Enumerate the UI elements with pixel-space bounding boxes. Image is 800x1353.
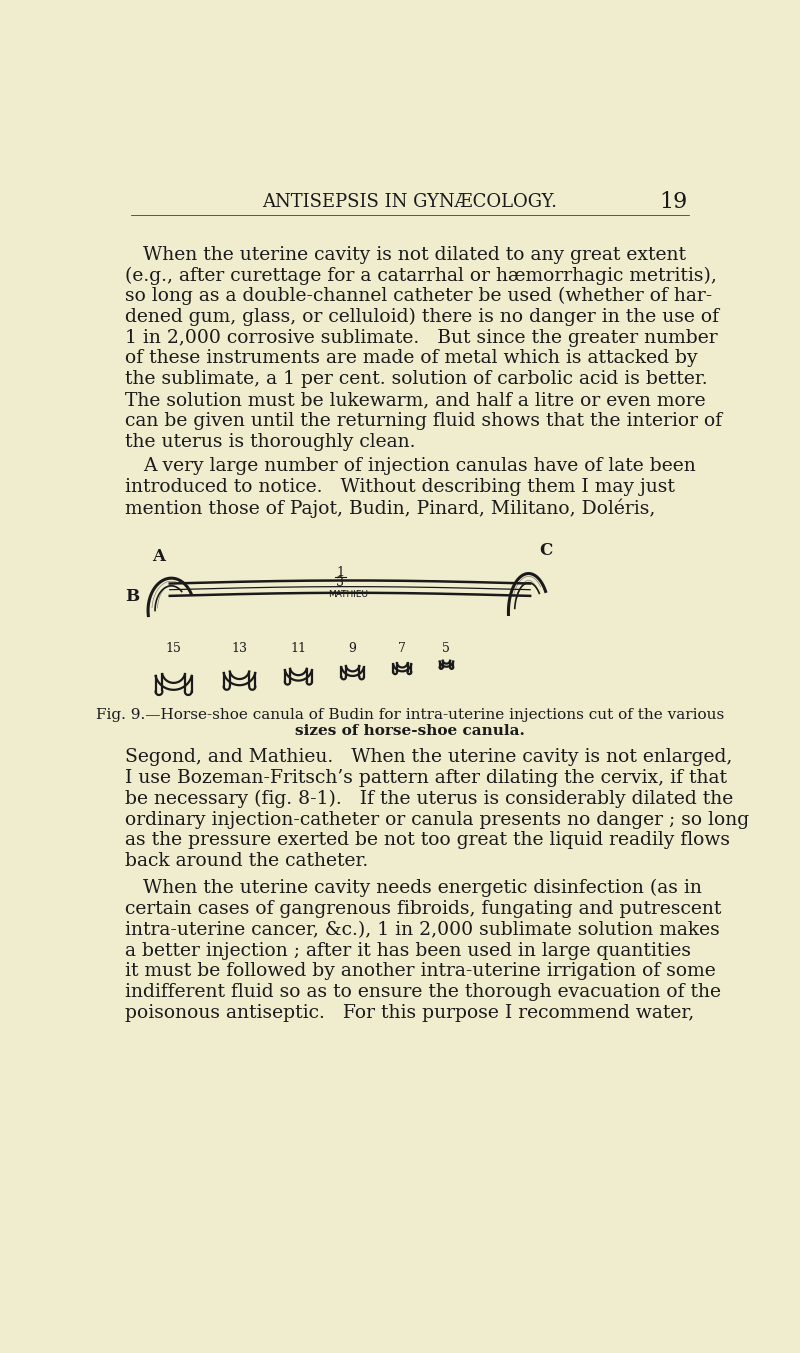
Text: Segond, and Mathieu.   When the uterine cavity is not enlarged,: Segond, and Mathieu. When the uterine ca…: [125, 748, 732, 766]
Text: C: C: [539, 543, 552, 559]
Text: (e.g., after curettage for a catarrhal or hæmorrhagic metritis),: (e.g., after curettage for a catarrhal o…: [125, 267, 717, 284]
Text: 3: 3: [336, 576, 344, 590]
Text: it must be followed by another intra-uterine irrigation of some: it must be followed by another intra-ute…: [125, 962, 715, 981]
Text: 19: 19: [659, 191, 688, 214]
Text: When the uterine cavity is not dilated to any great extent: When the uterine cavity is not dilated t…: [142, 245, 686, 264]
Text: indifferent fluid so as to ensure the thorough evacuation of the: indifferent fluid so as to ensure the th…: [125, 984, 721, 1001]
Text: mention those of Pajot, Budin, Pinard, Militano, Doléris,: mention those of Pajot, Budin, Pinard, M…: [125, 499, 655, 518]
Text: dened gum, glass, or celluloid) there is no danger in the use of: dened gum, glass, or celluloid) there is…: [125, 308, 718, 326]
Text: ordinary injection-catheter or canula presents no danger ; so long: ordinary injection-catheter or canula pr…: [125, 810, 749, 828]
Text: back around the catheter.: back around the catheter.: [125, 852, 368, 870]
Text: of these instruments are made of metal which is attacked by: of these instruments are made of metal w…: [125, 349, 698, 368]
Text: introduced to notice.   Without describing them I may just: introduced to notice. Without describing…: [125, 478, 674, 497]
Text: intra-uterine cancer, &c.), 1 in 2,000 sublimate solution makes: intra-uterine cancer, &c.), 1 in 2,000 s…: [125, 921, 719, 939]
Text: the uterus is thoroughly clean.: the uterus is thoroughly clean.: [125, 433, 415, 451]
Text: A: A: [152, 548, 165, 566]
Text: poisonous antiseptic.   For this purpose I recommend water,: poisonous antiseptic. For this purpose I…: [125, 1004, 694, 1022]
Text: A very large number of injection canulas have of late been: A very large number of injection canulas…: [142, 457, 695, 475]
Text: The solution must be lukewarm, and half a litre or even more: The solution must be lukewarm, and half …: [125, 391, 706, 409]
Text: 7: 7: [398, 641, 406, 655]
Text: sizes of horse-shoe canula.: sizes of horse-shoe canula.: [295, 724, 525, 737]
Text: MATHIEU: MATHIEU: [328, 590, 368, 599]
Text: be necessary (fig. 8-1).   If the uterus is considerably dilated the: be necessary (fig. 8-1). If the uterus i…: [125, 790, 733, 808]
Text: 1 in 2,000 corrosive sublimate.   But since the greater number: 1 in 2,000 corrosive sublimate. But sinc…: [125, 329, 718, 346]
Text: 9: 9: [349, 641, 357, 655]
Text: I use Bozeman-Fritsch’s pattern after dilating the cervix, if that: I use Bozeman-Fritsch’s pattern after di…: [125, 769, 726, 787]
Text: the sublimate, a 1 per cent. solution of carbolic acid is better.: the sublimate, a 1 per cent. solution of…: [125, 371, 707, 388]
Text: ANTISEPSIS IN GYNÆCOLOGY.: ANTISEPSIS IN GYNÆCOLOGY.: [262, 193, 558, 211]
Text: B: B: [126, 589, 140, 605]
Text: 5: 5: [442, 641, 450, 655]
Text: as the pressure exerted be not too great the liquid readily flows: as the pressure exerted be not too great…: [125, 832, 730, 850]
Text: can be given until the returning fluid shows that the interior of: can be given until the returning fluid s…: [125, 411, 722, 430]
Text: certain cases of gangrenous fibroids, fungating and putrescent: certain cases of gangrenous fibroids, fu…: [125, 900, 721, 919]
Text: so long as a double-channel catheter be used (whether of har-: so long as a double-channel catheter be …: [125, 287, 712, 306]
Text: 13: 13: [231, 641, 247, 655]
Text: 1: 1: [336, 566, 344, 579]
Text: a better injection ; after it has been used in large quantities: a better injection ; after it has been u…: [125, 942, 690, 959]
Text: 11: 11: [290, 641, 306, 655]
Text: Fig. 9.—Horse-shoe canula of Budin for intra-uterine injections cut of the vario: Fig. 9.—Horse-shoe canula of Budin for i…: [96, 708, 724, 723]
Text: 15: 15: [166, 641, 182, 655]
Text: When the uterine cavity needs energetic disinfection (as in: When the uterine cavity needs energetic …: [142, 879, 702, 897]
